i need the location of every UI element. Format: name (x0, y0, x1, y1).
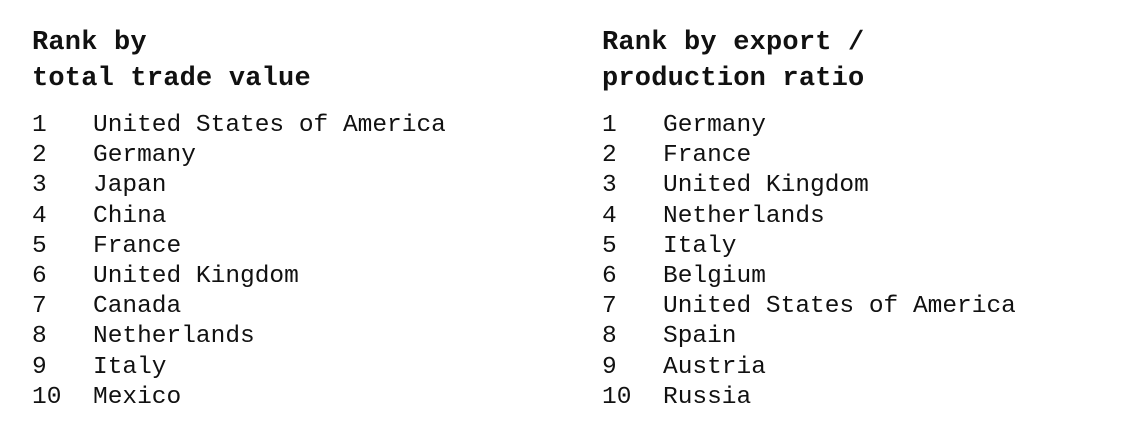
list-item: 7 Canada (32, 292, 446, 322)
rank-number: 5 (32, 232, 47, 260)
list-item: 5 France (32, 232, 446, 262)
country-name: Canada (93, 293, 182, 321)
list-item: 10 Mexico (32, 383, 446, 413)
list-item: 3 Japan (32, 171, 446, 201)
list-item: 4 Netherlands (602, 202, 1016, 232)
export-production-ratio-list: 1 Germany 2 France 3 United Kingdom 4 Nether… (602, 111, 1016, 413)
list-item: 9 Italy (32, 353, 446, 383)
heading-line-1: Rank by export / (602, 28, 865, 58)
country-name: Japan (93, 172, 167, 200)
export-production-ratio-ranking: Rank by export / production ratio 1 Germa… (602, 26, 1016, 413)
rank-number: 6 (32, 263, 47, 291)
list-item: 2 France (602, 141, 1016, 171)
rank-number: 9 (32, 353, 47, 381)
rank-number: 8 (32, 323, 47, 351)
country-name: Russia (663, 383, 752, 411)
country-name: Belgium (663, 263, 766, 291)
country-name: France (663, 142, 752, 170)
rank-number: 2 (602, 142, 617, 170)
list-item: 10 Russia (602, 383, 1016, 413)
country-name: Germany (93, 142, 196, 170)
country-name: Netherlands (93, 323, 255, 351)
list-item: 5 Italy (602, 232, 1016, 262)
total-trade-value-heading: Rank by total trade value (32, 26, 446, 97)
heading-line-2: production ratio (602, 63, 865, 94)
rank-number: 7 (32, 293, 47, 321)
rank-number: 9 (602, 353, 617, 381)
country-name: Austria (663, 353, 766, 381)
list-item: 6 United Kingdom (32, 262, 446, 292)
country-name: United Kingdom (663, 172, 869, 200)
rank-number: 2 (32, 142, 47, 170)
rank-number: 4 (602, 202, 617, 230)
rank-number: 3 (32, 172, 47, 200)
country-name: United States of America (93, 112, 446, 139)
country-name: Netherlands (663, 202, 825, 230)
rank-number: 6 (602, 263, 617, 291)
list-item: 7 United States of America (602, 292, 1016, 322)
country-name: Mexico (93, 383, 182, 411)
rank-number: 7 (602, 293, 617, 321)
list-item: 6 Belgium (602, 262, 1016, 292)
heading-line-1: Rank by (32, 28, 147, 58)
list-item: 9 Austria (602, 353, 1016, 383)
rank-number: 10 (32, 383, 62, 411)
rank-number: 4 (32, 202, 47, 230)
rank-number: 8 (602, 323, 617, 351)
rank-number: 5 (602, 232, 617, 260)
rank-number: 10 (602, 383, 632, 411)
country-name: France (93, 232, 182, 260)
list-item: 8 Spain (602, 322, 1016, 352)
country-name: United States of America (663, 293, 1016, 321)
rank-number: 1 (602, 112, 617, 139)
heading-line-2: total trade value (32, 63, 311, 94)
list-item: 8 Netherlands (32, 322, 446, 352)
export-production-ratio-heading: Rank by export / production ratio (602, 26, 1016, 97)
rank-number: 3 (602, 172, 617, 200)
country-name: Italy (93, 353, 167, 381)
country-name: Spain (663, 323, 737, 351)
country-name: United Kingdom (93, 263, 299, 291)
list-item: 1 United States of America (32, 111, 446, 141)
country-name: China (93, 202, 167, 230)
list-item: 1 Germany (602, 111, 1016, 141)
list-item: 3 United Kingdom (602, 171, 1016, 201)
country-name: Italy (663, 232, 737, 260)
list-item: 2 Germany (32, 141, 446, 171)
country-name: Germany (663, 112, 766, 139)
rank-number: 1 (32, 112, 47, 139)
list-item: 4 China (32, 202, 446, 232)
total-trade-value-list: 1 United States of America 2 Germany 3 Japa… (32, 111, 446, 413)
total-trade-value-ranking: Rank by total trade value 1 United States… (32, 26, 446, 413)
